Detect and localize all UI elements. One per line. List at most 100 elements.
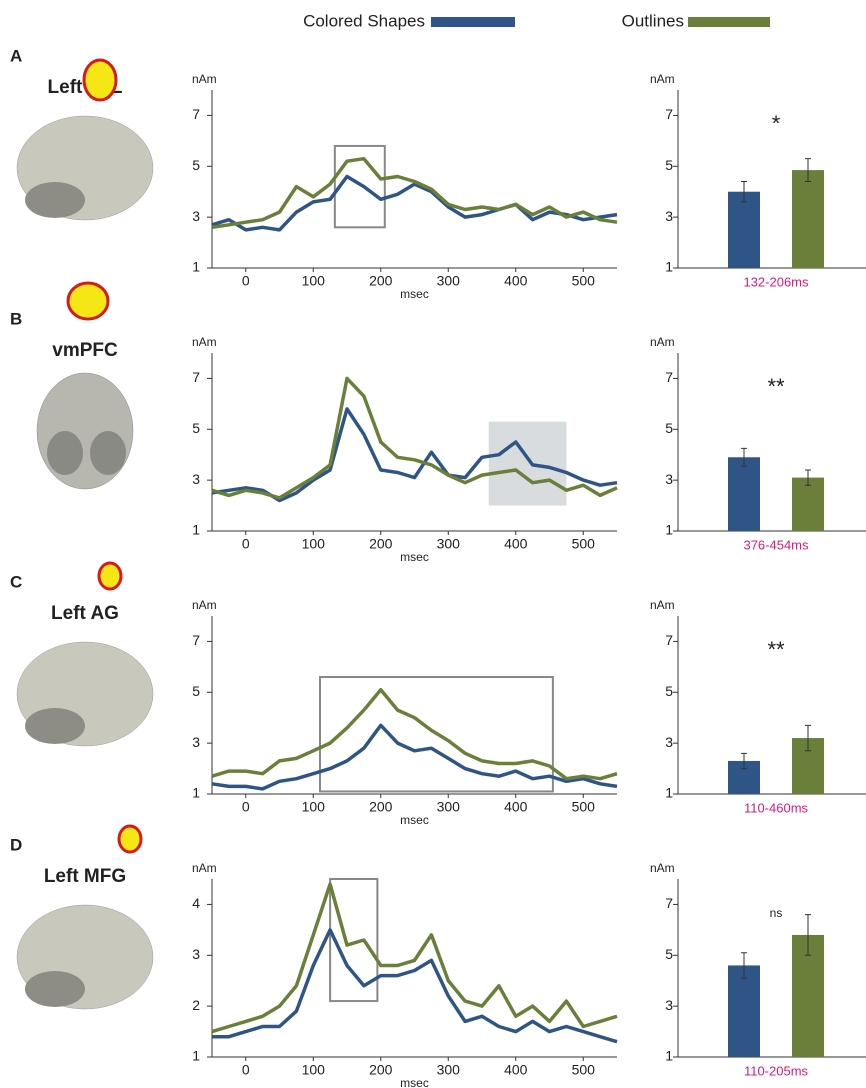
region-label: Left MFG [44, 866, 126, 887]
y-tick-label: 7 [665, 632, 673, 648]
window-label: 132-206ms [743, 274, 809, 289]
y-axis-label: nAm [650, 72, 675, 86]
x-axis-label: msec [400, 1076, 429, 1088]
x-tick-label: 0 [242, 273, 250, 289]
y-tick-label: 4 [192, 895, 200, 911]
legend-label: Colored Shapes [303, 11, 425, 30]
y-axis-label: nAm [650, 598, 675, 612]
x-tick-label: 200 [369, 273, 393, 289]
region-label: vmPFC [52, 340, 118, 361]
y-tick-label: 5 [192, 420, 200, 436]
series-line [212, 725, 617, 789]
panel-letter: A [10, 46, 22, 65]
x-tick-label: 300 [437, 1062, 461, 1078]
x-axis-label: msec [400, 287, 429, 301]
region-label: Left AG [51, 603, 119, 624]
x-tick-label: 300 [437, 536, 461, 552]
y-tick-label: 1 [665, 1048, 673, 1064]
brain-shade [25, 971, 85, 1007]
legend-swatch [431, 17, 515, 27]
x-tick-label: 0 [242, 1062, 250, 1078]
y-tick-label: 3 [192, 208, 200, 224]
y-tick-label: 7 [665, 895, 673, 911]
y-tick-label: 5 [665, 420, 673, 436]
y-tick-label: 3 [192, 734, 200, 750]
legend-label: Outlines [622, 11, 684, 30]
window-label: 376-454ms [743, 537, 809, 552]
y-tick-label: 3 [192, 471, 200, 487]
panel-letter: B [10, 309, 22, 328]
x-axis-label: msec [400, 813, 429, 827]
brain-shade [90, 431, 126, 475]
y-tick-label: 3 [665, 997, 673, 1013]
x-tick-label: 200 [369, 799, 393, 815]
y-tick-label: 2 [192, 997, 200, 1013]
y-tick-label: 7 [192, 369, 200, 385]
y-tick-label: 3 [665, 471, 673, 487]
bar [728, 192, 760, 268]
significance: ** [767, 637, 785, 662]
y-tick-label: 1 [665, 522, 673, 538]
y-tick-label: 1 [192, 785, 200, 801]
x-tick-label: 500 [572, 273, 596, 289]
activation [119, 826, 141, 852]
significance: ns [770, 906, 783, 920]
bar [792, 170, 824, 268]
brain-shade [47, 431, 83, 475]
figure: Colored Shapes Outlines ALeft ATLBvmPFCC… [0, 0, 866, 1088]
x-tick-label: 400 [504, 536, 528, 552]
activation [84, 60, 116, 100]
significance: ** [767, 374, 785, 399]
y-tick-label: 5 [665, 683, 673, 699]
x-tick-label: 300 [437, 799, 461, 815]
x-axis-label: msec [400, 550, 429, 564]
y-tick-label: 5 [192, 157, 200, 173]
x-tick-label: 100 [302, 536, 326, 552]
y-tick-label: 7 [192, 106, 200, 122]
x-tick-label: 500 [572, 1062, 596, 1078]
x-tick-label: 100 [302, 273, 326, 289]
bar [728, 457, 760, 531]
y-axis-label: nAm [192, 72, 217, 86]
significance: * [772, 111, 781, 136]
brain-shade [25, 708, 85, 744]
series-line [212, 930, 617, 1042]
series-line [212, 159, 617, 228]
series-line [212, 884, 617, 1032]
x-tick-label: 0 [242, 799, 250, 815]
panel-letter: C [10, 572, 22, 591]
y-tick-label: 3 [192, 946, 200, 962]
y-tick-label: 1 [192, 1048, 200, 1064]
legend-swatch [688, 17, 770, 27]
activation [68, 283, 108, 319]
y-tick-label: 5 [665, 946, 673, 962]
y-tick-label: 1 [192, 522, 200, 538]
highlight-window [489, 422, 567, 506]
series-line [212, 177, 617, 230]
y-tick-label: 1 [665, 259, 673, 275]
panel-letter: D [10, 835, 22, 854]
y-tick-label: 7 [192, 632, 200, 648]
series-line [212, 690, 617, 779]
y-tick-label: 3 [665, 208, 673, 224]
x-tick-label: 100 [302, 1062, 326, 1078]
y-tick-label: 7 [665, 369, 673, 385]
x-tick-label: 300 [437, 273, 461, 289]
y-tick-label: 1 [192, 259, 200, 275]
y-tick-label: 1 [665, 785, 673, 801]
window-label: 110-460ms [744, 800, 809, 815]
brain [37, 373, 133, 489]
bar [728, 965, 760, 1057]
y-tick-label: 5 [665, 157, 673, 173]
x-tick-label: 100 [302, 799, 326, 815]
x-tick-label: 200 [369, 1062, 393, 1078]
x-tick-label: 500 [572, 536, 596, 552]
y-tick-label: 5 [192, 683, 200, 699]
y-axis-label: nAm [192, 598, 217, 612]
y-tick-label: 7 [665, 106, 673, 122]
x-tick-label: 400 [504, 799, 528, 815]
y-tick-label: 3 [665, 734, 673, 750]
activation [99, 563, 121, 589]
y-axis-label: nAm [192, 335, 217, 349]
x-tick-label: 400 [504, 1062, 528, 1078]
